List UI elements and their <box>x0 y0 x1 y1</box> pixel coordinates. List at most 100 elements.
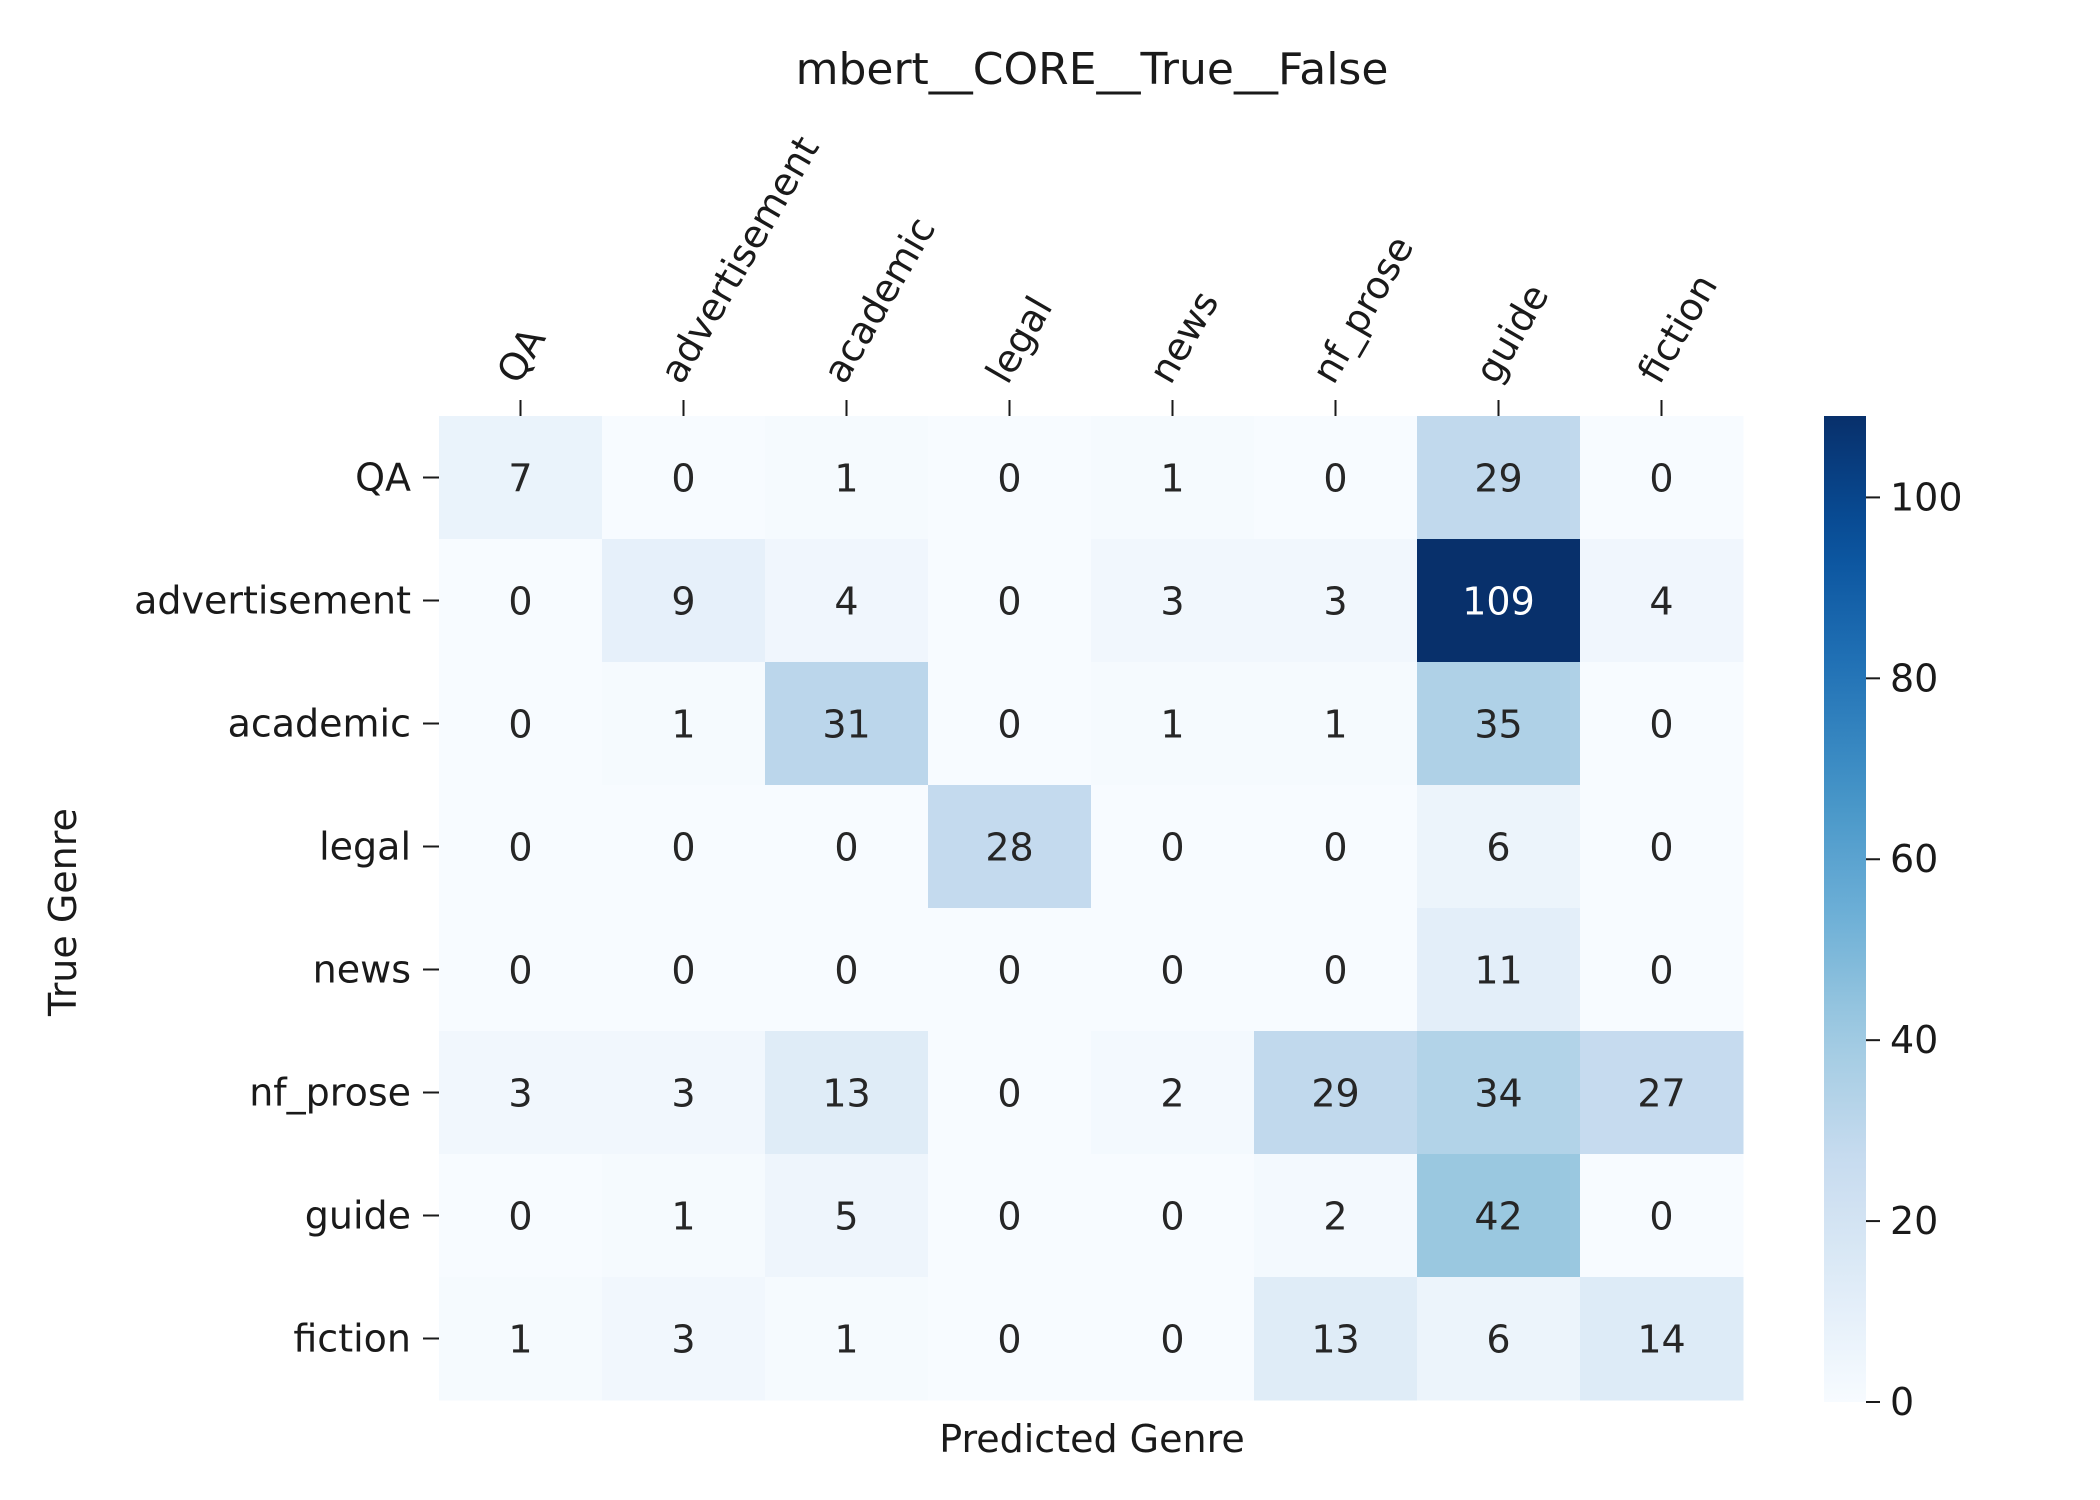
heatmap-cell <box>1417 662 1581 786</box>
x-tick-label: legal <box>977 289 1061 391</box>
cell-value-label: 0 <box>1323 457 1347 501</box>
y-tick-label: academic <box>228 702 411 746</box>
cell-value-label: 0 <box>1649 457 1673 501</box>
cell-value-label: 0 <box>508 580 532 624</box>
cell-value-label: 13 <box>1311 1318 1359 1362</box>
heatmap-cell <box>1091 785 1255 909</box>
x-tick-label: guide <box>1466 276 1557 390</box>
cell-value-label: 0 <box>997 457 1021 501</box>
heatmap-cell <box>1254 1154 1418 1278</box>
heatmap-cell <box>1417 416 1581 540</box>
heatmap-cell <box>1091 908 1255 1032</box>
colorbar-tick-label: 60 <box>1890 837 1938 881</box>
heatmap-cell <box>765 1154 929 1278</box>
heatmap-cell <box>1580 785 1744 909</box>
cell-value-label: 11 <box>1474 949 1522 993</box>
heatmap-cell <box>765 785 929 909</box>
heatmap-cell <box>928 539 1092 663</box>
heatmap-cell <box>1254 662 1418 786</box>
cell-value-label: 0 <box>1323 949 1347 993</box>
cell-value-label: 0 <box>671 826 695 870</box>
cell-value-label: 29 <box>1474 457 1522 501</box>
cell-value-label: 0 <box>1649 826 1673 870</box>
cell-value-label: 4 <box>1649 580 1673 624</box>
heatmap-cell <box>439 539 603 663</box>
heatmap-cell <box>1091 1277 1255 1401</box>
x-tick-label: fiction <box>1629 267 1726 391</box>
colorbar-tick-label: 40 <box>1890 1018 1938 1062</box>
y-tick-label: advertisement <box>134 579 411 623</box>
heatmap-cell <box>1091 1031 1255 1155</box>
cell-value-label: 1 <box>671 703 695 747</box>
y-tick-label: QA <box>355 456 411 500</box>
heatmap-cell <box>1580 662 1744 786</box>
heatmap-cell <box>439 1031 603 1155</box>
heatmap-cell <box>1580 908 1744 1032</box>
cell-value-label: 6 <box>1486 1318 1510 1362</box>
cell-value-label: 1 <box>1160 457 1184 501</box>
cell-value-label: 3 <box>508 1072 532 1116</box>
cell-value-label: 0 <box>1160 1195 1184 1239</box>
cell-value-label: 28 <box>985 826 1033 870</box>
heatmap-cell <box>1580 1154 1744 1278</box>
x-axis-label: Predicted Genre <box>939 1417 1245 1461</box>
cell-value-label: 29 <box>1311 1072 1359 1116</box>
cell-value-label: 0 <box>997 1195 1021 1239</box>
x-tick-label: QA <box>488 320 554 390</box>
heatmap-cell <box>1417 1031 1581 1155</box>
colorbar-tick-label: 100 <box>1890 475 1963 519</box>
heatmap-cell <box>1580 539 1744 663</box>
heatmap-cell <box>1580 416 1744 540</box>
heatmap-cell <box>765 1031 929 1155</box>
cell-value-label: 1 <box>508 1318 532 1362</box>
cell-value-label: 109 <box>1462 580 1535 624</box>
cell-value-label: 1 <box>1323 703 1347 747</box>
colorbar-tick-label: 80 <box>1890 656 1938 700</box>
heatmap-cell <box>602 908 766 1032</box>
cell-value-label: 9 <box>671 580 695 624</box>
y-tick-label: news <box>313 948 411 992</box>
cell-value-label: 0 <box>997 1072 1021 1116</box>
heatmap-cell <box>602 539 766 663</box>
cell-value-label: 0 <box>671 457 695 501</box>
heatmap-cells <box>439 416 1744 1401</box>
cell-value-label: 0 <box>1649 949 1673 993</box>
cell-value-label: 3 <box>1323 580 1347 624</box>
heatmap-cell <box>1091 1154 1255 1278</box>
heatmap-cell <box>602 1154 766 1278</box>
x-tick-label: academic <box>814 210 944 391</box>
heatmap-cell <box>602 1031 766 1155</box>
colorbar <box>1824 416 1866 1402</box>
heatmap-cell <box>439 785 603 909</box>
cell-value-label: 0 <box>997 1318 1021 1362</box>
heatmap-cell <box>1254 539 1418 663</box>
y-tick-label: nf_prose <box>249 1071 411 1115</box>
heatmap-cell <box>1254 908 1418 1032</box>
cell-value-label: 2 <box>1323 1195 1347 1239</box>
heatmap-cell <box>1254 785 1418 909</box>
x-tick-label: advertisement <box>651 129 828 391</box>
cell-value-label: 3 <box>671 1072 695 1116</box>
chart-title: mbert__CORE__True__False <box>796 44 1389 95</box>
heatmap-cell <box>765 416 929 540</box>
cell-value-label: 42 <box>1474 1195 1522 1239</box>
cell-value-label: 3 <box>1160 580 1184 624</box>
heatmap-cell <box>1417 1154 1581 1278</box>
x-tick-label: nf_prose <box>1303 228 1422 390</box>
heatmap-cell <box>765 662 929 786</box>
cell-value-label: 0 <box>1160 826 1184 870</box>
heatmap-cell <box>1091 662 1255 786</box>
heatmap-cell <box>928 908 1092 1032</box>
heatmap-cell <box>765 908 929 1032</box>
heatmap-cell <box>1254 1277 1418 1401</box>
colorbar-ticks: 0 20 40 60 80 100 <box>1866 475 1963 1424</box>
cell-value-label: 0 <box>508 703 532 747</box>
heatmap-cell <box>1417 1277 1581 1401</box>
heatmap-cell <box>928 662 1092 786</box>
cell-value-label: 1 <box>671 1195 695 1239</box>
heatmap-cell <box>439 416 603 540</box>
cell-value-label: 14 <box>1637 1318 1685 1362</box>
cell-value-label: 35 <box>1474 703 1522 747</box>
